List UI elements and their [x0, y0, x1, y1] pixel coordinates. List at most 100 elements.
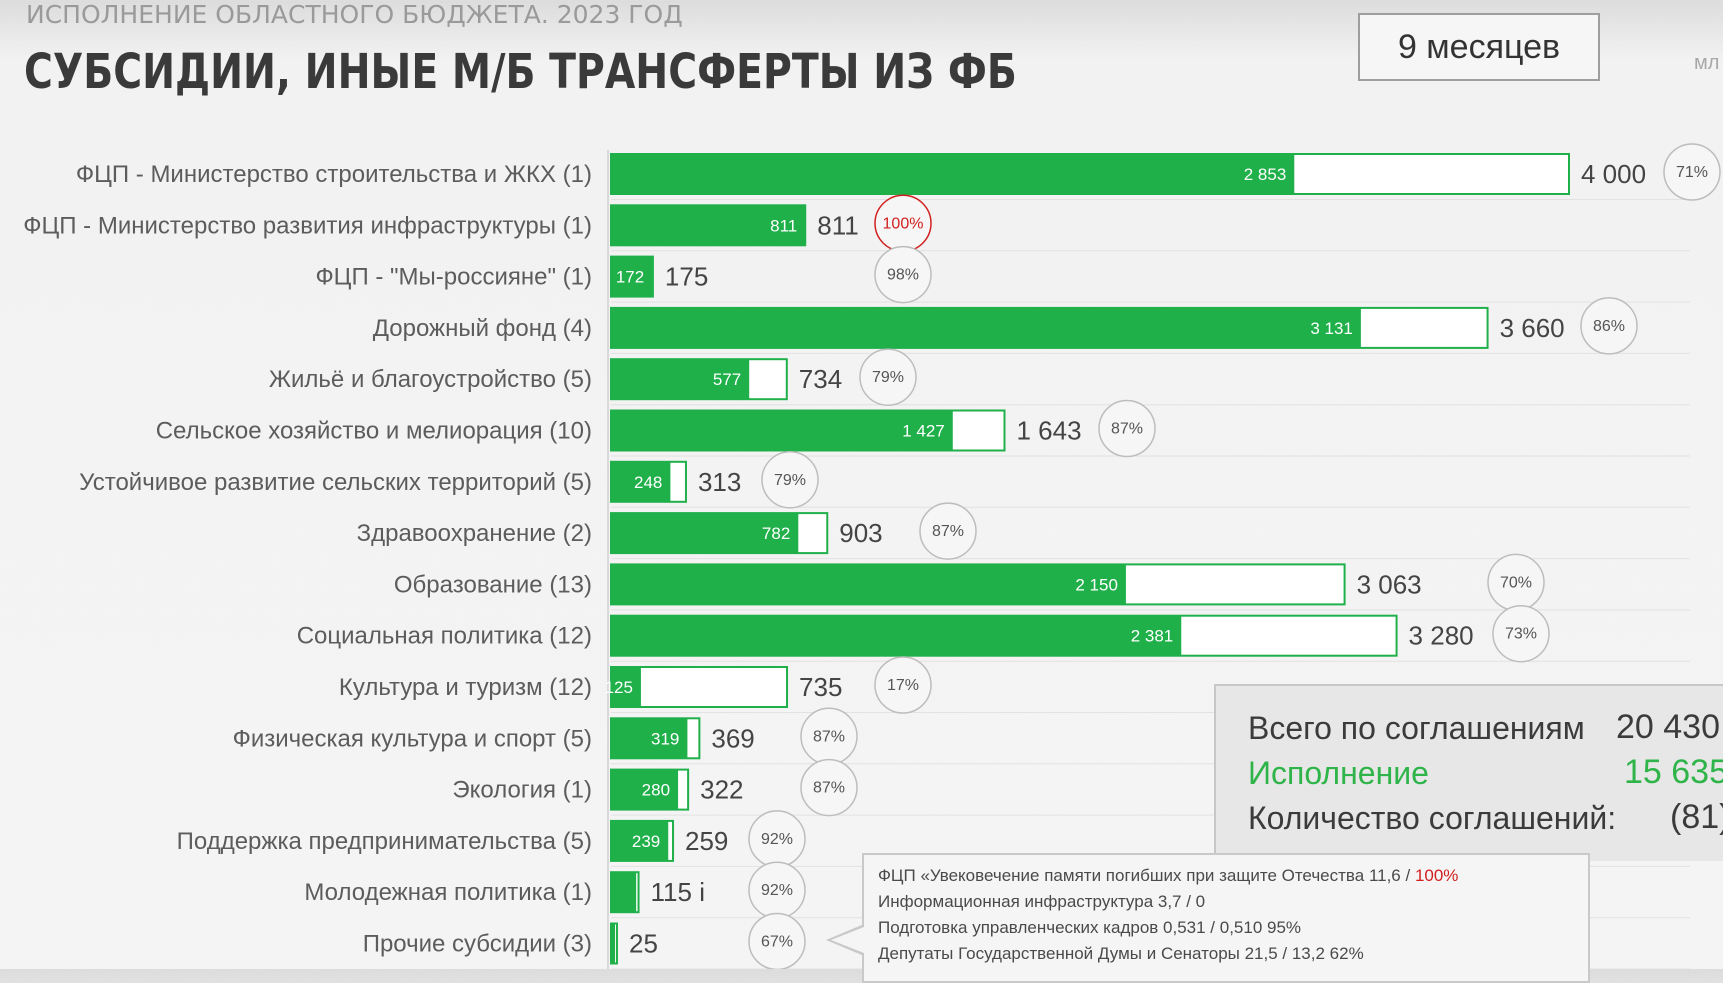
- summary-total-value: 20 430: [1616, 708, 1720, 746]
- fact-value-label: 577: [713, 370, 741, 389]
- percent-circle: [1098, 399, 1156, 458]
- plan-value-label: 313: [698, 467, 741, 497]
- percent-label: 70%: [1500, 574, 1532, 591]
- percent-circle: [800, 758, 858, 817]
- callout-line-1-percent: 100%: [1414, 866, 1459, 885]
- category-label: Прочие субсидии (3): [363, 931, 592, 958]
- category-label: Дорожный фонд (4): [373, 315, 592, 342]
- percent-label: 87%: [813, 780, 845, 797]
- summary-count-label: Количество соглашений:: [1248, 800, 1617, 836]
- percent-circle: [1580, 297, 1638, 355]
- period-selector[interactable]: 9 месяцев: [1358, 13, 1600, 81]
- fact-bar: [611, 461, 671, 502]
- fact-bar: [611, 513, 799, 554]
- callout-line-3: Подготовка управленческих кадров 0,531 /…: [878, 918, 1302, 937]
- percent-label: 79%: [872, 369, 904, 386]
- percent-label: 100%: [883, 215, 924, 232]
- fact-value-label: 125: [605, 678, 633, 697]
- percent-circle: [859, 348, 917, 406]
- fact-bar: [611, 564, 1126, 605]
- percent-circle: [748, 912, 806, 969]
- summary-total-label: Всего по соглашениям: [1248, 710, 1585, 746]
- callout-line-1: ФЦП «Увековечение памяти погибших при за…: [878, 863, 1574, 889]
- callout-line-4: Депутаты Государственной Думы и Сенаторы…: [878, 944, 1364, 963]
- fact-bar: [611, 307, 1361, 348]
- page-supertitle: ИСПОЛНЕНИЕ ОБЛАСТНОГО БЮДЖЕТА. 2023 ГОД: [26, 0, 683, 29]
- category-label: Экология (1): [452, 777, 592, 804]
- percent-label: 67%: [761, 934, 793, 951]
- plan-value-label: 3 280: [1409, 621, 1474, 651]
- percent-label: 17%: [887, 677, 919, 694]
- plan-value-label: 175: [665, 262, 708, 292]
- plan-value-label: 734: [799, 364, 842, 394]
- percent-label: 98%: [887, 267, 919, 284]
- plan-value-label: 903: [839, 518, 882, 548]
- percent-label: 92%: [761, 882, 793, 899]
- plan-value-label: 4 000: [1581, 159, 1646, 189]
- fact-value-label: 2 150: [1075, 575, 1118, 594]
- fact-value-label: 172: [616, 268, 644, 287]
- plan-value-label: 3 063: [1357, 569, 1422, 599]
- plan-value-label: 369: [711, 723, 754, 753]
- percent-label: 73%: [1505, 626, 1537, 643]
- summary-execution-label: Исполнение: [1248, 755, 1429, 791]
- category-label: Образование (13): [394, 571, 592, 598]
- category-label: Молодежная политика (1): [304, 879, 592, 906]
- percent-circle: [874, 656, 932, 714]
- fact-bar: [611, 872, 637, 913]
- fact-value-label: 782: [762, 524, 790, 543]
- summary-execution-value: 15 635: [1624, 753, 1723, 791]
- plan-value-label: 322: [700, 775, 743, 805]
- fact-bar: [611, 667, 641, 707]
- plan-value-label: 3 660: [1500, 313, 1565, 343]
- category-label: Поддержка предпринимательства (5): [177, 828, 592, 855]
- category-label: Здравоохранение (2): [357, 520, 592, 547]
- percent-label: 87%: [932, 523, 964, 540]
- percent-label: 71%: [1676, 164, 1708, 181]
- page-title: СУБСИДИИ, ИНЫЕ М/Б ТРАНСФЕРТЫ ИЗ ФБ: [24, 44, 1017, 100]
- fact-value-label: 1 427: [902, 422, 945, 441]
- fact-bar: [611, 769, 679, 810]
- category-label: Социальная политика (12): [297, 623, 592, 650]
- fact-value-label: 3 131: [1310, 319, 1353, 338]
- percent-label: 92%: [761, 831, 793, 848]
- plan-value-label: 115 i: [651, 877, 705, 907]
- fact-bar: [611, 410, 953, 451]
- fact-bar: [611, 718, 688, 759]
- category-label: Сельское хозяйство и мелиорация (10): [156, 418, 592, 445]
- percent-circle: [1663, 143, 1721, 201]
- unit-label: мл: [1694, 52, 1720, 74]
- category-label: ФЦП - "Мы-россияне" (1): [315, 264, 592, 291]
- plan-value-label: 811: [817, 210, 858, 240]
- summary-panel: Всего по соглашениям 20 430 Исполнение 1…: [1214, 684, 1723, 861]
- percent-label: 87%: [1111, 421, 1143, 438]
- percent-label: 87%: [813, 728, 845, 745]
- plan-value-label: 25: [629, 929, 658, 959]
- fact-bar: [611, 154, 1295, 194]
- callout-line-1-text: ФЦП «Увековечение памяти погибших при за…: [878, 866, 1415, 885]
- fact-value-label: 239: [632, 832, 660, 851]
- fact-value-label: 2 853: [1244, 165, 1287, 184]
- fact-value-label: 319: [651, 729, 679, 748]
- category-label: Физическая культура и спорт (5): [233, 725, 592, 752]
- fact-bar: [611, 923, 616, 964]
- percent-label: 86%: [1593, 318, 1625, 335]
- callout-note: ФЦП «Увековечение памяти погибших при за…: [862, 853, 1590, 983]
- callout-pointer-fill: [831, 927, 864, 953]
- fact-value-label: 248: [634, 473, 662, 492]
- percent-circle: [874, 245, 932, 304]
- callout-line-2: Информационная инфраструктура 3,7 / 0: [878, 892, 1206, 911]
- percent-circle: [919, 502, 977, 560]
- period-label: 9 месяцев: [1397, 27, 1561, 66]
- percent-label: 79%: [774, 472, 806, 489]
- fact-bar: [611, 359, 750, 400]
- fact-value-label: 280: [642, 781, 670, 800]
- fact-value-label: 2 381: [1131, 627, 1174, 646]
- plan-value-label: 735: [799, 672, 842, 702]
- plan-value-label: 1 643: [1016, 416, 1081, 446]
- fact-bar: [611, 820, 669, 861]
- percent-circle: [1492, 604, 1550, 663]
- category-label: ФЦП - Министерство строительства и ЖКХ (…: [76, 161, 592, 188]
- category-label: Жильё и благоустройство (5): [269, 366, 592, 393]
